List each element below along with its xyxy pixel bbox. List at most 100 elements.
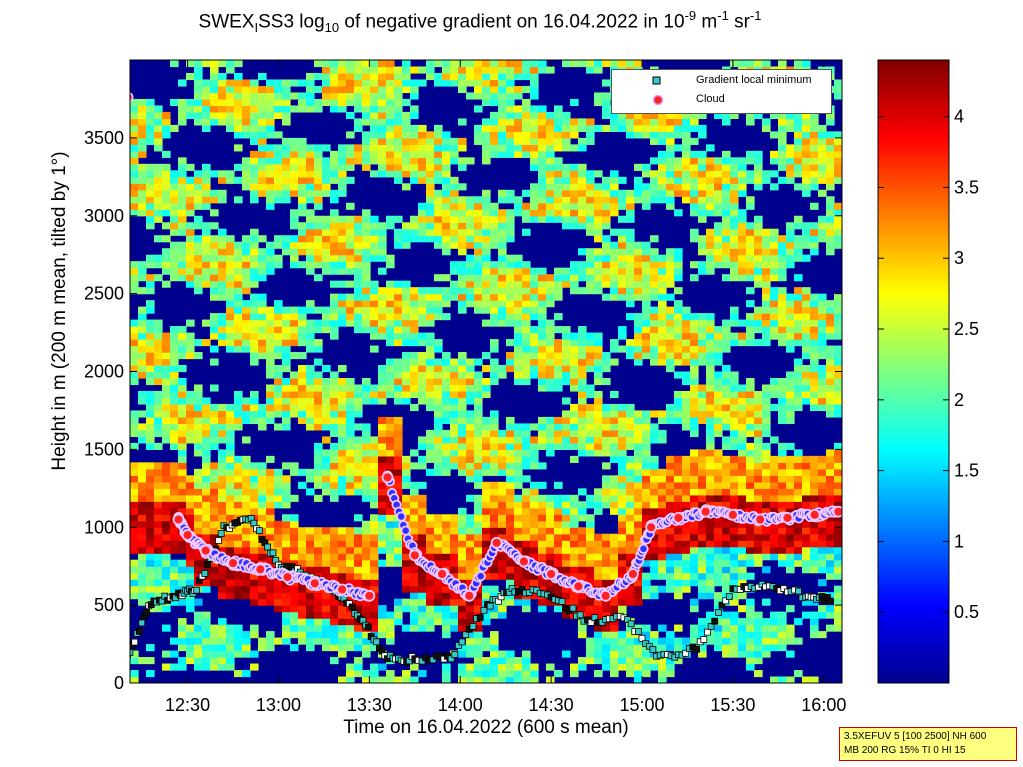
cloud-marker (381, 471, 394, 484)
y-tick-label: 2000 (84, 362, 124, 382)
y-tick-label: 1500 (84, 439, 124, 459)
cloud-marker (599, 589, 612, 602)
gradient-min-marker (722, 597, 730, 605)
gradient-min-marker (486, 602, 494, 610)
y-tick-label: 500 (94, 595, 124, 615)
cloud-marker (463, 589, 476, 602)
cloud-marker (672, 512, 685, 524)
gradient-min-marker (569, 604, 577, 612)
info-box: 3.5XEFUV 5 [100 2500] NH 600 MB 200 RG 1… (839, 727, 1017, 761)
gradient-min-marker (715, 609, 722, 616)
gradient-min-marker (462, 631, 470, 639)
gradient-min-marker (255, 527, 263, 534)
cloud-marker (572, 580, 585, 593)
x-tick-label: 12:30 (165, 695, 210, 715)
cloud-marker (727, 508, 739, 521)
gradient-min-marker (704, 628, 711, 636)
gradient-min-marker (480, 606, 488, 614)
colorbar-tick-label: 4 (954, 107, 964, 127)
x-tick-label: 14:00 (438, 695, 483, 715)
gradient-min-marker (627, 620, 635, 628)
legend-entry-gradient-minimum: Gradient local minimum (612, 73, 831, 89)
cloud-marker (363, 589, 376, 602)
x-tick-label: 15:30 (710, 695, 755, 715)
colorbar-tick-label: 0.5 (954, 602, 979, 622)
gradient-min-marker (795, 587, 802, 595)
y-tick-label: 3000 (84, 206, 124, 226)
gradient-min-marker (469, 623, 477, 630)
gradient-min-marker (131, 638, 139, 646)
cloud-marker (627, 568, 639, 580)
y-tick-label: 2500 (84, 284, 124, 304)
cloud-marker (808, 508, 821, 521)
y-axis-label: Height in m (200 m mean, tilted by 1°) (49, 151, 70, 471)
gradient-min-marker (204, 560, 212, 568)
gradient-min-marker (693, 645, 700, 653)
colorbar-tick-label: 3 (954, 248, 964, 268)
colorbar-tick-label: 1.5 (954, 461, 979, 481)
x-axis-label: Time on 16.04.2022 (600 s mean) (343, 717, 629, 738)
cloud-marker (281, 571, 294, 583)
colorbar-tick-label: 3.5 (954, 177, 979, 197)
marker-layer (130, 92, 842, 666)
square-marker-icon (652, 76, 661, 85)
cloud-marker (490, 536, 503, 549)
gradient-min-marker (447, 655, 455, 663)
gradient-min-marker (215, 537, 222, 544)
gradient-min-marker (451, 651, 459, 658)
colorbar-tick-label: 2 (954, 390, 964, 410)
gradient-min-marker (143, 609, 150, 616)
x-tick-label: 14:30 (529, 695, 574, 715)
legend-entry-cloud: Cloud (612, 92, 831, 108)
cloud-marker (436, 568, 449, 580)
cloud-marker (130, 92, 134, 103)
gradient-min-marker (373, 638, 381, 646)
gradient-min-marker (707, 623, 715, 630)
gradient-min-marker (780, 585, 788, 592)
gradient-min-marker (718, 601, 726, 609)
gradient-min-marker (364, 623, 372, 631)
gradient-min-marker (558, 598, 566, 605)
cloud-marker (336, 583, 349, 596)
gradient-min-marker (711, 617, 719, 625)
gradient-min-marker (201, 570, 209, 577)
gradient-min-marker (193, 586, 201, 594)
gradient-min-marker (576, 611, 584, 619)
cloud-marker (645, 521, 657, 534)
gradient-min-marker (135, 627, 143, 635)
gradient-min-marker (682, 649, 690, 657)
gradient-min-marker (130, 649, 134, 656)
gradient-min-marker (458, 638, 466, 646)
gradient-min-marker (454, 642, 462, 649)
heatmap-field (130, 60, 842, 683)
colorbar-axis: 0.5 1 1.5 2 2.5 3 3.5 4 (878, 107, 979, 622)
y-tick-label: 0 (114, 673, 124, 693)
gradient-min-marker (591, 614, 599, 621)
gradient-min-marker (638, 634, 646, 642)
cloud-marker (518, 555, 530, 568)
cloud-marker (181, 529, 194, 541)
legend-label: Cloud (696, 93, 725, 105)
chart-title: SWEXISS3 log10 of negative gradient on 1… (198, 8, 762, 36)
cloud-marker (408, 549, 421, 562)
gradient-min-marker (429, 656, 437, 664)
cloud-marker (172, 513, 185, 526)
cloud-marker (545, 568, 557, 580)
gradient-min-marker (250, 519, 258, 527)
cloud-marker (699, 505, 712, 518)
gradient-min-marker (826, 597, 834, 605)
info-line-2: MB 200 RG 15% TI 0 HI 15 (844, 745, 966, 756)
cloud-marker (199, 544, 212, 557)
gradient-min-marker (264, 543, 272, 551)
cloud-marker (781, 512, 794, 524)
cloud-marker (475, 571, 486, 582)
gradient-min-marker (725, 593, 733, 600)
cloud-marker (400, 525, 411, 536)
legend: Gradient local minimum Cloud (611, 69, 832, 114)
x-tick-label: 16:00 (801, 695, 846, 715)
cloud-marker (254, 563, 267, 576)
gradient-min-marker (700, 636, 708, 643)
gradient-min-marker (624, 616, 631, 623)
cloud-marker (754, 513, 767, 526)
gradient-min-marker (138, 619, 146, 627)
